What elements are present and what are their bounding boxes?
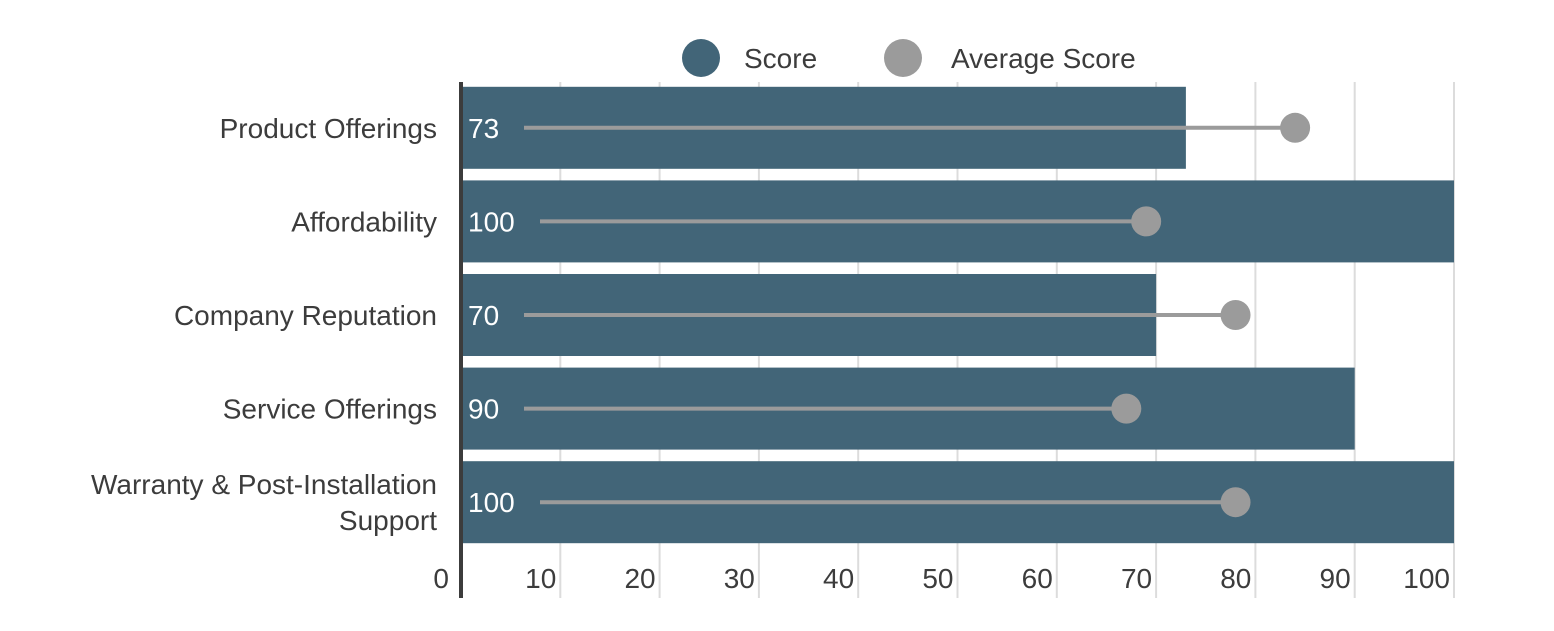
average-score-point — [1220, 487, 1251, 518]
category-labels: Product Offerings Affordability Company Re… — [91, 113, 437, 536]
category-label: Company Reputation — [174, 300, 437, 331]
category-label: Warranty & Post-Installation — [91, 469, 437, 500]
legend-label-average-score: Average Score — [951, 43, 1136, 74]
category-label: Product Offerings — [220, 113, 437, 144]
x-tick-label: 60 — [1022, 563, 1053, 594]
x-tick-label: 100 — [1403, 563, 1450, 594]
x-tick-label: 70 — [1121, 563, 1152, 594]
x-tick-label: 50 — [922, 563, 953, 594]
x-axis-ticks: 0 10 20 30 40 50 60 70 80 90 100 — [433, 563, 1450, 594]
category-label: Support — [339, 505, 437, 536]
x-tick-label: 80 — [1220, 563, 1251, 594]
bar-value-label: 70 — [468, 300, 499, 331]
bar-value-label: 100 — [468, 206, 515, 237]
average-score-point — [1280, 112, 1311, 143]
bar-value-label: 73 — [468, 113, 499, 144]
average-score-point — [1111, 393, 1142, 424]
x-tick-label: 10 — [525, 563, 556, 594]
average-score-point — [1131, 206, 1162, 237]
average-score-markers — [524, 112, 1311, 518]
legend-label-score: Score — [744, 43, 817, 74]
average-score-point — [1220, 300, 1251, 330]
x-tick-label: 40 — [823, 563, 854, 594]
x-tick-label: 0 — [433, 563, 449, 594]
x-tick-label: 30 — [724, 563, 755, 594]
category-label: Service Offerings — [223, 394, 437, 425]
bar-value-label: 90 — [468, 394, 499, 425]
x-tick-label: 20 — [624, 563, 655, 594]
category-label: Affordability — [291, 206, 437, 237]
legend-marker-score — [682, 39, 720, 77]
bar-value-label: 100 — [468, 487, 515, 518]
value-labels: 73 100 70 90 100 — [468, 113, 515, 518]
x-tick-label: 90 — [1320, 563, 1351, 594]
legend-marker-average-score — [884, 39, 922, 77]
legend: Score Average Score — [682, 39, 1136, 77]
